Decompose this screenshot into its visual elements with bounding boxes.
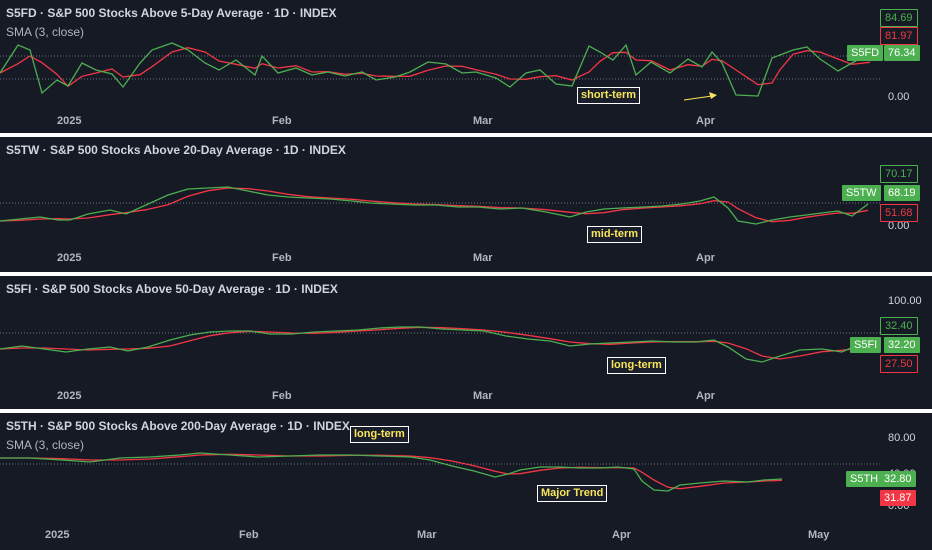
y-axis-label: 100.00 [888, 295, 922, 307]
chart-pane-s5fi[interactable]: S5FI · S&P 500 Stocks Above 50-Day Avera… [0, 276, 932, 409]
arrow-head [709, 92, 717, 99]
x-axis-label: Feb [239, 529, 259, 541]
x-axis-label: Mar [473, 252, 493, 264]
arrow-line [683, 95, 713, 101]
sma-line [0, 453, 783, 490]
x-axis-label: 2025 [57, 115, 82, 127]
last-value-badge: 76.34 [884, 45, 920, 61]
sma-value-badge: 27.50 [880, 355, 918, 373]
plot-area[interactable] [0, 137, 932, 272]
high-price-badge: 70.17 [880, 165, 918, 183]
y-axis-label: 0.00 [888, 220, 910, 232]
y-axis-label: 80.00 [888, 432, 916, 444]
series-line [0, 42, 871, 97]
sma-line [0, 187, 869, 223]
x-axis-label: 2025 [57, 390, 82, 402]
plot-area[interactable] [0, 276, 932, 409]
sma-line [0, 326, 863, 360]
annotation-note[interactable]: long-term [350, 426, 409, 443]
pane-title: S5FI · S&P 500 Stocks Above 50-Day Avera… [6, 282, 338, 296]
x-axis-label: Apr [696, 252, 715, 264]
high-price-badge: 84.69 [880, 9, 918, 27]
chart-pane-s5fd[interactable]: S5FD · S&P 500 Stocks Above 5-Day Averag… [0, 0, 932, 133]
sma-value-badge: 31.87 [880, 490, 916, 506]
x-axis-label: Mar [417, 529, 437, 541]
x-axis-label: 2025 [45, 529, 70, 541]
annotation-note[interactable]: long-term [607, 357, 666, 374]
symbol-badge: S5TW [842, 185, 881, 201]
x-axis-label: Mar [473, 390, 493, 402]
high-price-badge: 32.40 [880, 317, 918, 335]
sma-value-badge: 81.97 [880, 27, 918, 45]
x-axis-label: Feb [272, 115, 292, 127]
series-line [0, 326, 863, 363]
series-line [0, 452, 783, 492]
last-value-badge: 32.80 [880, 471, 916, 487]
annotation-note[interactable]: Major Trend [537, 485, 608, 502]
symbol-badge: S5FD [847, 45, 884, 61]
pane-title: S5FD · S&P 500 Stocks Above 5-Day Averag… [6, 6, 337, 20]
last-value-badge: 32.20 [884, 337, 920, 353]
x-axis-label: Feb [272, 390, 292, 402]
x-axis-label: Feb [272, 252, 292, 264]
x-axis-label: Apr [696, 390, 715, 402]
x-axis-label: May [808, 529, 830, 541]
sma-value-badge: 51.68 [880, 204, 918, 222]
annotation-note[interactable]: short-term [577, 87, 641, 104]
indicator-label[interactable]: SMA (3, close) [6, 438, 85, 452]
y-axis-label: 0.00 [888, 91, 910, 103]
x-axis-label: Apr [696, 115, 715, 127]
chart-pane-s5th[interactable]: S5TH · S&P 500 Stocks Above 200-Day Aver… [0, 413, 932, 550]
pane-title: S5TH · S&P 500 Stocks Above 200-Day Aver… [6, 419, 350, 433]
series-line [0, 186, 869, 225]
plot-area[interactable] [0, 0, 932, 133]
sma-line [0, 47, 871, 88]
chart-pane-s5tw[interactable]: S5TW · S&P 500 Stocks Above 20-Day Avera… [0, 137, 932, 272]
annotation-note[interactable]: mid-term [587, 226, 643, 243]
x-axis-label: Apr [612, 529, 631, 541]
x-axis-label: 2025 [57, 252, 82, 264]
last-value-badge: 68.19 [884, 185, 920, 201]
symbol-badge: S5FI [850, 337, 882, 353]
indicator-label[interactable]: SMA (3, close) [6, 25, 85, 39]
x-axis-label: Mar [473, 115, 493, 127]
pane-title: S5TW · S&P 500 Stocks Above 20-Day Avera… [6, 143, 346, 157]
symbol-badge: S5TH [846, 471, 883, 487]
plot-area[interactable] [0, 413, 932, 550]
